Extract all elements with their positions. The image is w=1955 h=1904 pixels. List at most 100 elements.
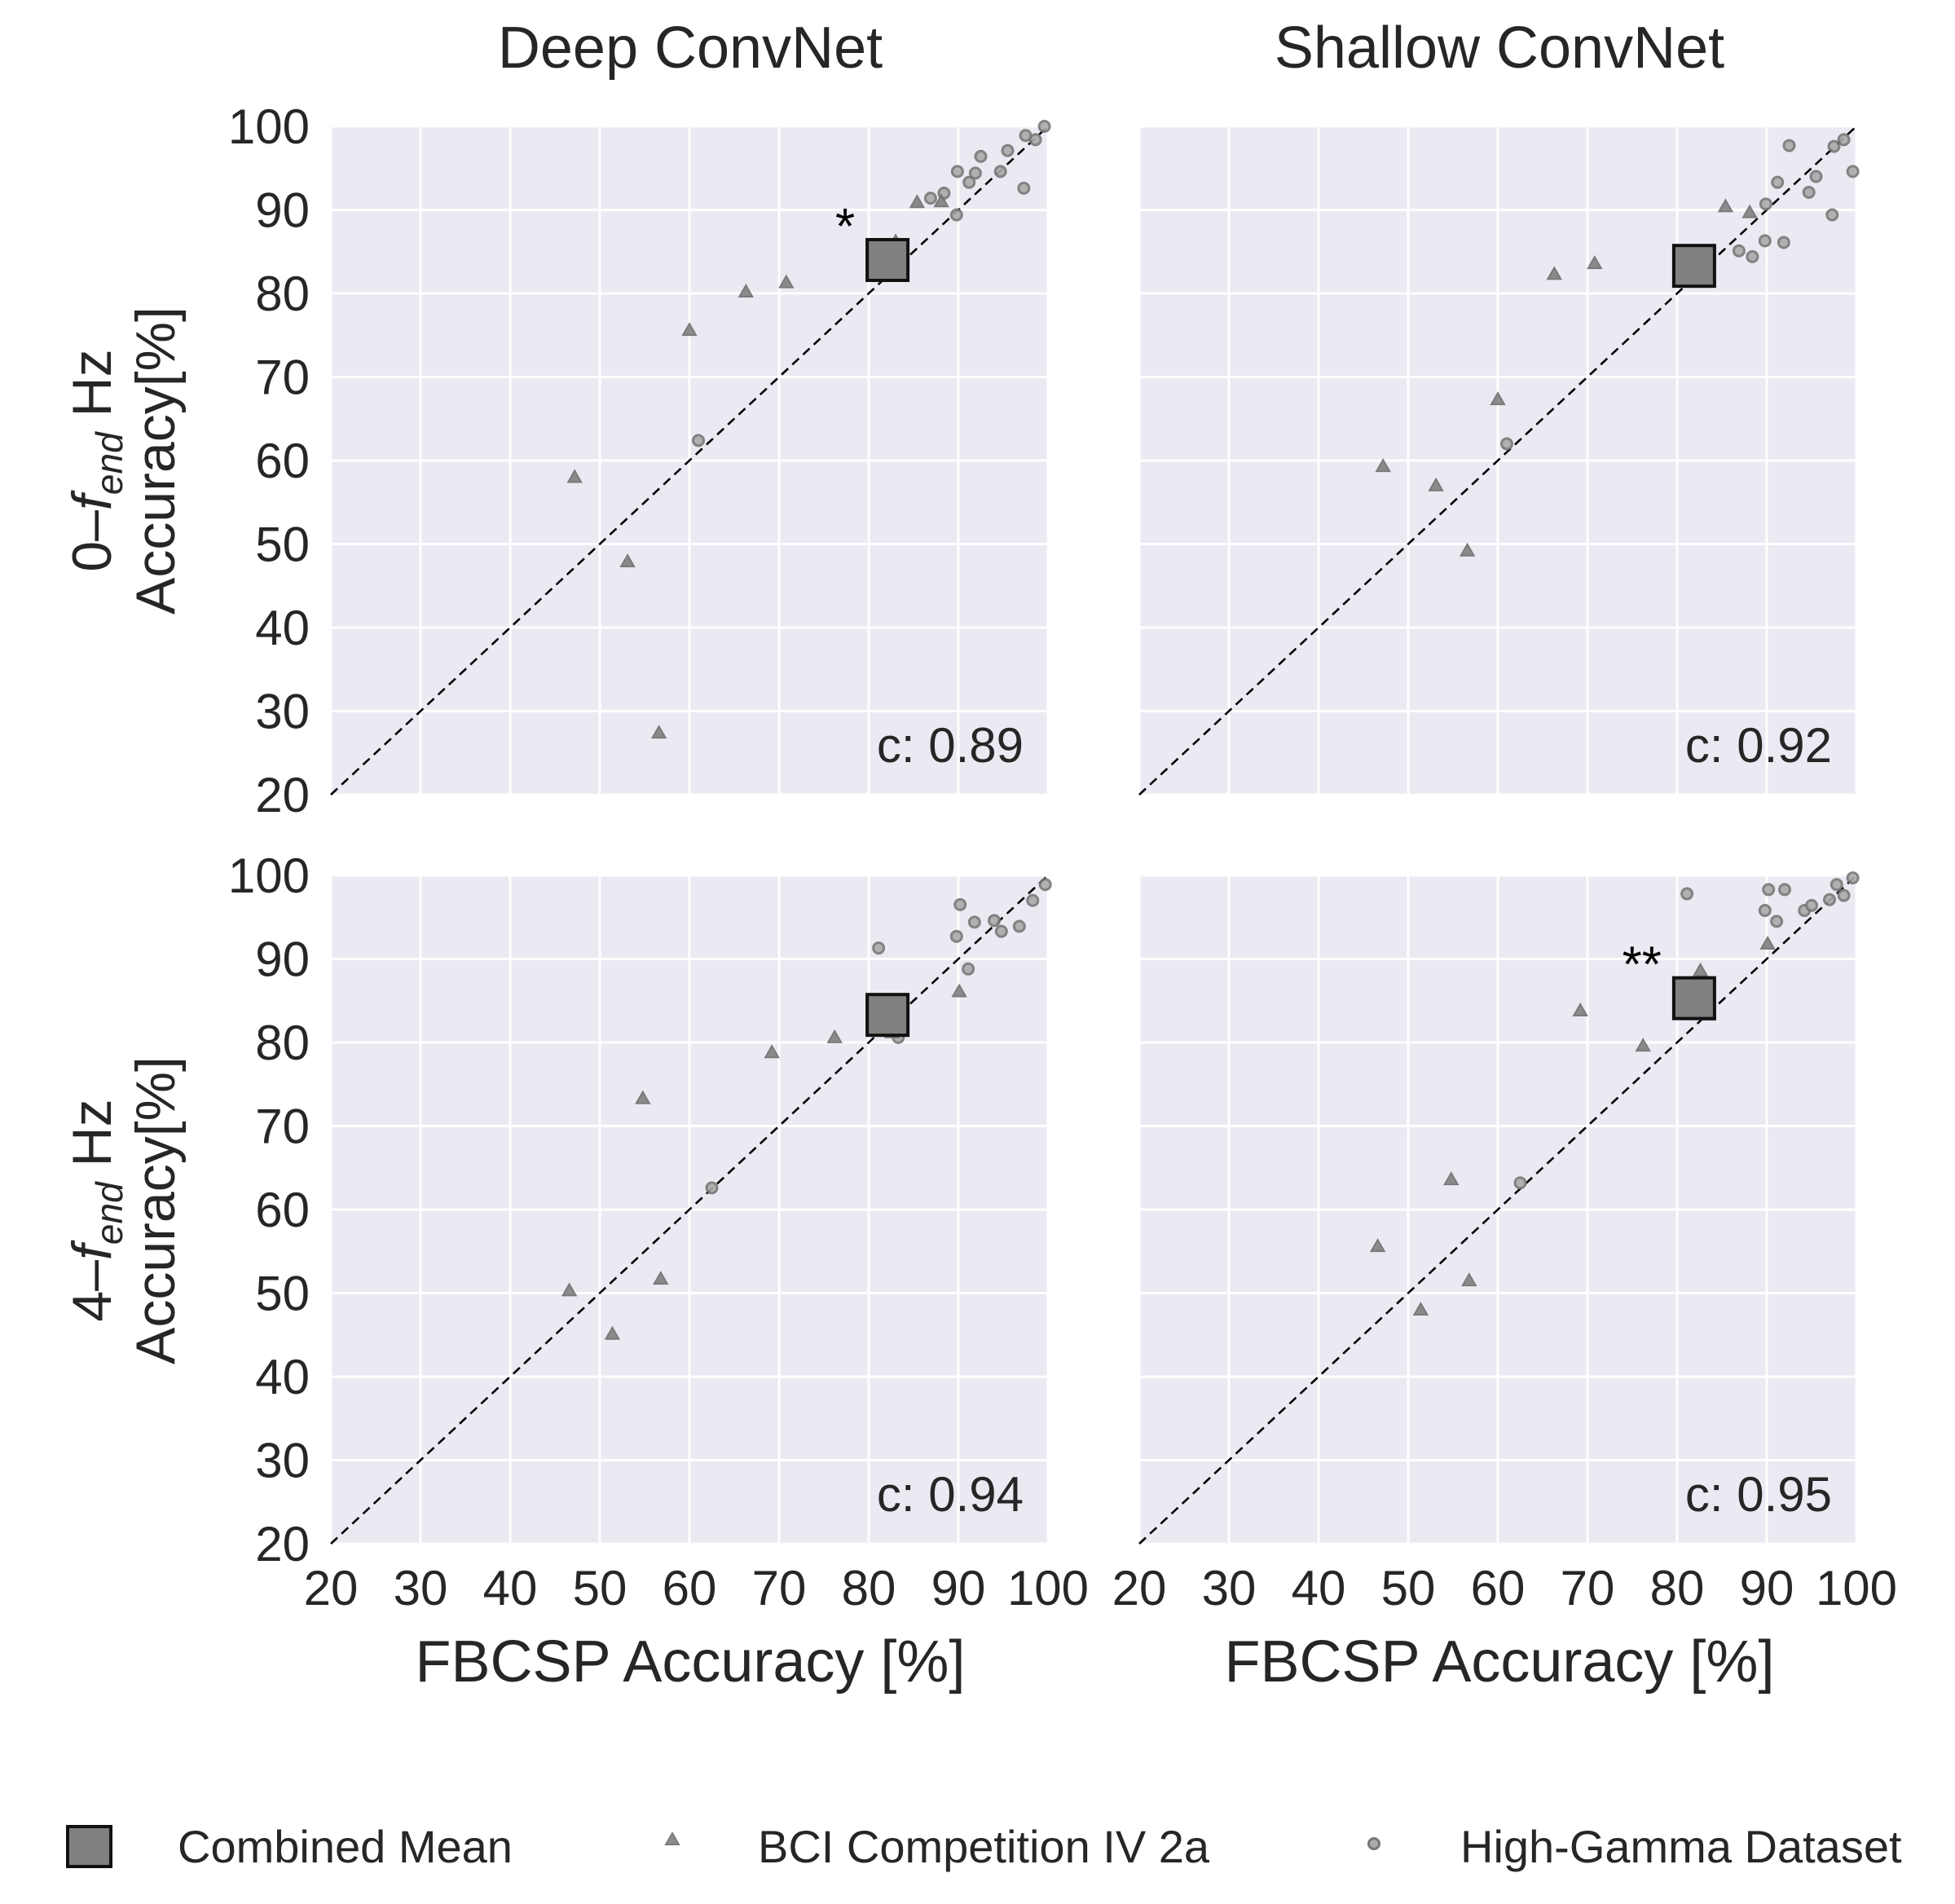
high-gamma-point — [988, 914, 1001, 928]
legend-marker-high-gamma — [1367, 1837, 1380, 1850]
high-gamma-point — [1770, 915, 1784, 928]
x-axis-label-left: FBCSP Accuracy [%] — [416, 1629, 966, 1695]
column-title-shallow: Shallow ConvNet — [1275, 15, 1724, 81]
high-gamma-point — [1758, 904, 1772, 918]
y-tick-label: 70 — [255, 1100, 310, 1154]
svg-text:4–fend Hz: 4–fend Hz — [61, 1099, 130, 1321]
bci-2a-point — [738, 283, 755, 298]
y-tick-label: 40 — [255, 1350, 310, 1404]
x-tick-label: 100 — [1007, 1561, 1089, 1615]
bci-2a-point — [1443, 1171, 1460, 1186]
correlation-label: c: 0.92 — [1685, 718, 1832, 773]
y-tick-label: 40 — [255, 601, 310, 655]
bci-2a-point — [951, 983, 967, 998]
y-tick-label: 20 — [255, 768, 310, 822]
high-gamma-point — [1746, 249, 1759, 263]
y-tick-label: 60 — [255, 434, 310, 488]
high-gamma-point — [1846, 871, 1860, 885]
x-tick-label: 20 — [304, 1561, 359, 1615]
x-tick-label: 20 — [1112, 1561, 1167, 1615]
high-gamma-point — [950, 165, 964, 178]
bci-2a-point — [681, 322, 698, 337]
bci-2a-point — [604, 1325, 621, 1340]
x-tick-label: 100 — [1816, 1561, 1897, 1615]
bci-2a-point — [566, 469, 583, 483]
x-tick-label: 90 — [931, 1561, 986, 1615]
svg-text:Accuracy[%]: Accuracy[%] — [125, 1056, 187, 1364]
bci-2a-point — [1546, 266, 1563, 280]
x-tick-label: 80 — [842, 1561, 896, 1615]
high-gamma-point — [1500, 437, 1513, 451]
high-gamma-point — [1809, 170, 1823, 183]
x-tick-label: 70 — [752, 1561, 807, 1615]
combined-mean-point — [865, 238, 910, 282]
identity-diagonal — [330, 126, 1049, 796]
identity-diagonal — [330, 875, 1049, 1545]
high-gamma-point — [1038, 878, 1052, 892]
high-gamma-point — [1830, 878, 1843, 892]
bci-2a-point — [1412, 1301, 1429, 1316]
high-gamma-point — [1827, 139, 1841, 153]
high-gamma-point — [1028, 133, 1042, 147]
y-tick-label: 80 — [255, 1016, 310, 1070]
bci-2a-point — [561, 1282, 578, 1297]
legend: Combined Mean BCI Competition IV 2a High… — [66, 1821, 1902, 1872]
panel-deep-top: * c: 0.89 20 30 40 50 60 70 80 90 100 — [228, 99, 1051, 822]
high-gamma-point — [1778, 883, 1791, 897]
bci-2a-point — [1572, 1003, 1588, 1017]
correlation-label: c: 0.89 — [877, 718, 1024, 773]
y-axis-label-bottom: 4–fend Hz Accuracy[%] — [61, 1056, 187, 1364]
legend-label-bci: BCI Competition IV 2a — [758, 1821, 1210, 1872]
high-gamma-point — [705, 1181, 719, 1195]
high-gamma-point — [962, 175, 976, 189]
identity-diagonal — [1138, 875, 1857, 1545]
column-title-deep: Deep ConvNet — [498, 15, 883, 81]
svg-text:0–fend Hz: 0–fend Hz — [61, 349, 130, 571]
high-gamma-point — [1513, 1176, 1527, 1190]
x-tick-label: 40 — [1292, 1561, 1346, 1615]
y-tick-label: 100 — [228, 99, 310, 154]
high-gamma-point — [1837, 888, 1851, 902]
bci-2a-point — [653, 1271, 669, 1285]
x-tick-label: 50 — [1381, 1561, 1436, 1615]
high-gamma-point — [1758, 234, 1772, 248]
bci-2a-point — [764, 1044, 780, 1059]
x-axis-label-right: FBCSP Accuracy [%] — [1225, 1629, 1775, 1695]
bci-2a-point — [1459, 542, 1476, 557]
correlation-label: c: 0.95 — [1685, 1467, 1832, 1522]
identity-diagonal — [1138, 126, 1857, 796]
high-gamma-point — [949, 929, 963, 943]
bci-2a-point — [619, 553, 636, 568]
bci-2a-point — [778, 274, 795, 289]
x-tick-label: 50 — [573, 1561, 627, 1615]
bci-2a-point — [909, 194, 926, 209]
y-tick-label: 30 — [255, 685, 310, 739]
combined-mean-point — [1671, 976, 1716, 1020]
high-gamma-point — [968, 166, 982, 180]
x-tick-label: 60 — [663, 1561, 717, 1615]
high-gamma-point — [1037, 120, 1051, 133]
y-tick-label: 50 — [255, 518, 310, 572]
high-gamma-point — [692, 434, 705, 447]
y-tick-label: 60 — [255, 1183, 310, 1237]
high-gamma-point — [923, 192, 937, 205]
panel-deep-bottom: c: 0.94 20 30 40 50 60 70 80 90 100 20 30 40 50 60 70 80… — [228, 848, 1089, 1615]
x-tick-label: 60 — [1471, 1561, 1526, 1615]
high-gamma-point — [1777, 236, 1790, 249]
high-gamma-point — [949, 208, 963, 222]
combined-mean-point — [865, 993, 910, 1038]
bci-2a-point — [1428, 477, 1444, 491]
bci-2a-point — [1490, 391, 1506, 406]
bci-2a-point — [1759, 936, 1776, 950]
y-tick-label: 30 — [255, 1434, 310, 1488]
correlation-label: c: 0.94 — [877, 1467, 1024, 1522]
x-tick-label: 90 — [1740, 1561, 1794, 1615]
high-gamma-point — [1762, 883, 1776, 897]
bci-2a-point — [1692, 962, 1709, 976]
high-gamma-point — [1001, 143, 1015, 157]
x-tick-label: 30 — [394, 1561, 448, 1615]
y-axis-label-top: 0–fend Hz Accuracy[%] — [61, 306, 187, 615]
significance-marker: * — [835, 199, 855, 255]
significance-marker: ** — [1623, 937, 1662, 994]
